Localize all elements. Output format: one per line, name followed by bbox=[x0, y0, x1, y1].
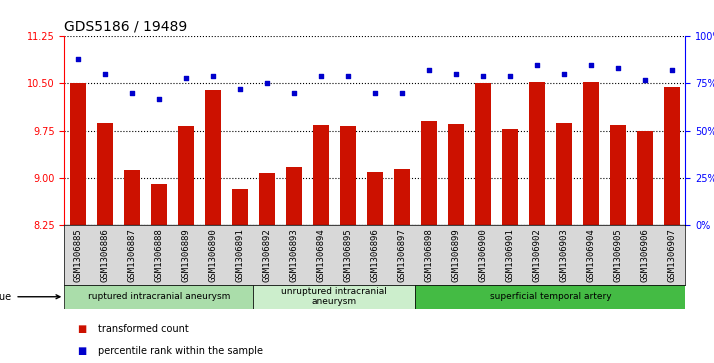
FancyBboxPatch shape bbox=[416, 285, 685, 309]
Point bbox=[477, 73, 488, 79]
Text: percentile rank within the sample: percentile rank within the sample bbox=[99, 346, 263, 356]
Bar bbox=[475, 83, 491, 225]
Point bbox=[558, 71, 570, 77]
Bar bbox=[178, 126, 194, 225]
Text: GSM1306892: GSM1306892 bbox=[262, 228, 271, 282]
Point bbox=[531, 62, 543, 68]
Text: GSM1306896: GSM1306896 bbox=[371, 228, 379, 282]
Point bbox=[153, 96, 164, 102]
Bar bbox=[448, 124, 464, 225]
Text: GDS5186 / 19489: GDS5186 / 19489 bbox=[64, 20, 188, 34]
Point bbox=[666, 68, 678, 73]
Bar bbox=[232, 188, 248, 225]
Text: unruptured intracranial
aneurysm: unruptured intracranial aneurysm bbox=[281, 287, 387, 306]
Text: GSM1306898: GSM1306898 bbox=[424, 228, 433, 282]
Text: GSM1306905: GSM1306905 bbox=[613, 228, 623, 282]
Text: GSM1306894: GSM1306894 bbox=[316, 228, 326, 282]
Text: ■: ■ bbox=[76, 346, 86, 356]
Bar bbox=[340, 126, 356, 225]
Bar bbox=[367, 172, 383, 225]
Bar bbox=[313, 125, 329, 225]
Bar bbox=[124, 170, 140, 225]
Point bbox=[504, 73, 516, 79]
Point bbox=[423, 68, 435, 73]
Bar bbox=[393, 169, 410, 225]
Bar bbox=[502, 129, 518, 225]
Bar bbox=[583, 82, 599, 225]
Point bbox=[612, 65, 623, 71]
Point bbox=[99, 71, 111, 77]
Bar bbox=[637, 131, 653, 225]
Text: GSM1306900: GSM1306900 bbox=[478, 228, 488, 282]
Bar bbox=[70, 83, 86, 225]
Bar bbox=[664, 87, 680, 225]
Bar bbox=[421, 121, 437, 225]
Text: GSM1306902: GSM1306902 bbox=[533, 228, 541, 282]
Text: GSM1306889: GSM1306889 bbox=[181, 228, 191, 282]
Text: GSM1306903: GSM1306903 bbox=[559, 228, 568, 282]
Bar bbox=[151, 184, 167, 225]
Point bbox=[288, 90, 300, 96]
Point bbox=[207, 73, 218, 79]
Bar bbox=[205, 90, 221, 225]
FancyBboxPatch shape bbox=[253, 285, 416, 309]
Text: GSM1306897: GSM1306897 bbox=[398, 228, 406, 282]
Text: GSM1306886: GSM1306886 bbox=[100, 228, 109, 282]
Text: GSM1306891: GSM1306891 bbox=[236, 228, 244, 282]
Point bbox=[342, 73, 353, 79]
Point bbox=[315, 73, 326, 79]
Bar bbox=[96, 122, 113, 225]
Point bbox=[126, 90, 138, 96]
Point bbox=[639, 77, 650, 83]
Text: GSM1306899: GSM1306899 bbox=[451, 228, 461, 282]
Text: GSM1306907: GSM1306907 bbox=[668, 228, 676, 282]
Bar bbox=[555, 123, 572, 225]
Bar bbox=[610, 125, 626, 225]
Point bbox=[396, 90, 408, 96]
Text: GSM1306901: GSM1306901 bbox=[506, 228, 514, 282]
Text: GSM1306887: GSM1306887 bbox=[127, 228, 136, 282]
Bar bbox=[258, 174, 275, 225]
Text: GSM1306895: GSM1306895 bbox=[343, 228, 352, 282]
Point bbox=[261, 81, 273, 86]
Text: ruptured intracranial aneurysm: ruptured intracranial aneurysm bbox=[88, 292, 230, 301]
Text: superficial temporal artery: superficial temporal artery bbox=[490, 292, 611, 301]
Point bbox=[369, 90, 381, 96]
Text: GSM1306893: GSM1306893 bbox=[289, 228, 298, 282]
Point bbox=[450, 71, 461, 77]
Text: tissue: tissue bbox=[0, 292, 60, 302]
Bar bbox=[286, 167, 302, 225]
Point bbox=[180, 75, 191, 81]
Bar bbox=[529, 82, 545, 225]
Point bbox=[585, 62, 597, 68]
FancyBboxPatch shape bbox=[64, 285, 253, 309]
Text: GSM1306906: GSM1306906 bbox=[640, 228, 650, 282]
Text: GSM1306890: GSM1306890 bbox=[208, 228, 217, 282]
Text: ■: ■ bbox=[76, 324, 86, 334]
Text: GSM1306885: GSM1306885 bbox=[74, 228, 82, 282]
Text: GSM1306904: GSM1306904 bbox=[586, 228, 595, 282]
Text: GSM1306888: GSM1306888 bbox=[154, 228, 164, 282]
Point bbox=[234, 86, 246, 92]
Point bbox=[72, 56, 84, 62]
Text: transformed count: transformed count bbox=[99, 324, 189, 334]
